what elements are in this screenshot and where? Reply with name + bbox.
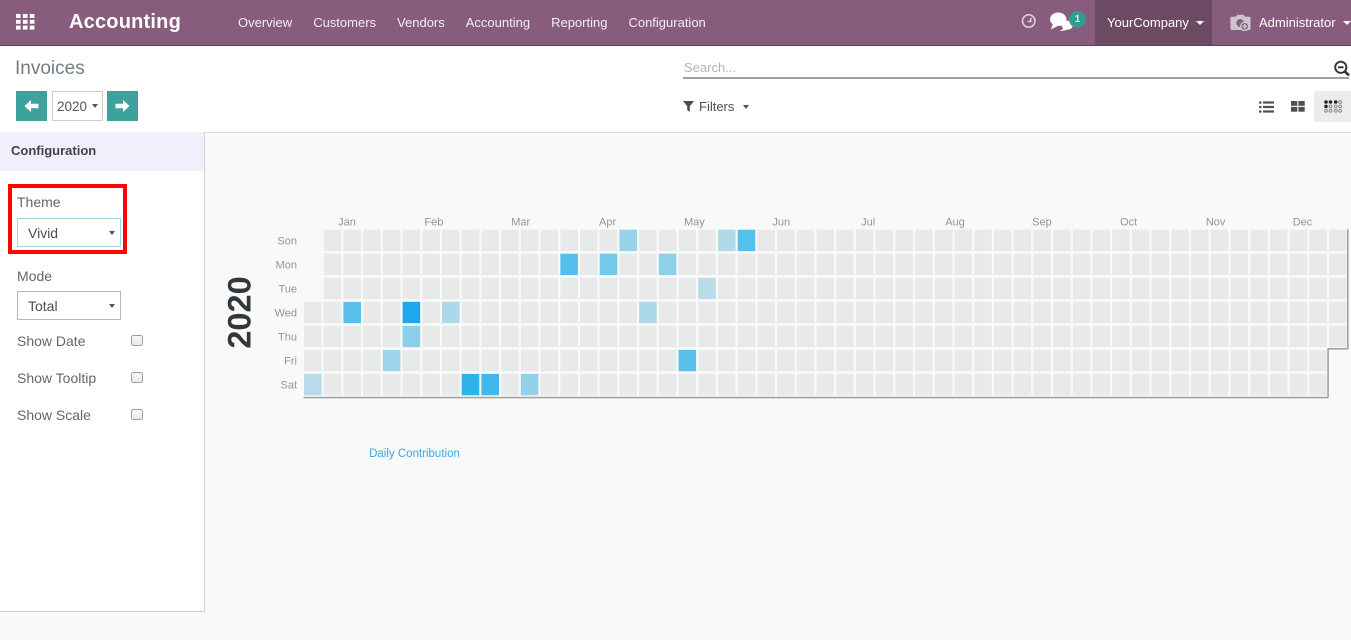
svg-text:Oct: Oct <box>1120 217 1137 229</box>
svg-text:Sep: Sep <box>1032 217 1052 229</box>
svg-text:Feb: Feb <box>424 217 443 229</box>
svg-text:Sat: Sat <box>280 380 297 392</box>
svg-text:Apr: Apr <box>599 217 616 229</box>
svg-text:Aug: Aug <box>945 217 965 229</box>
svg-text:Wed: Wed <box>275 307 297 319</box>
svg-text:Dec: Dec <box>1293 217 1313 229</box>
svg-text:Son: Son <box>277 235 297 247</box>
svg-text:Jan: Jan <box>338 217 356 229</box>
svg-text:Tue: Tue <box>278 283 297 295</box>
svg-text:Mon: Mon <box>276 259 297 271</box>
svg-text:Thu: Thu <box>278 331 297 343</box>
svg-text:Mar: Mar <box>511 217 530 229</box>
svg-text:Nov: Nov <box>1206 217 1226 229</box>
svg-text:Jun: Jun <box>772 217 790 229</box>
svg-text:May: May <box>684 217 705 229</box>
svg-text:Fri: Fri <box>284 356 297 368</box>
svg-text:Jul: Jul <box>861 217 875 229</box>
